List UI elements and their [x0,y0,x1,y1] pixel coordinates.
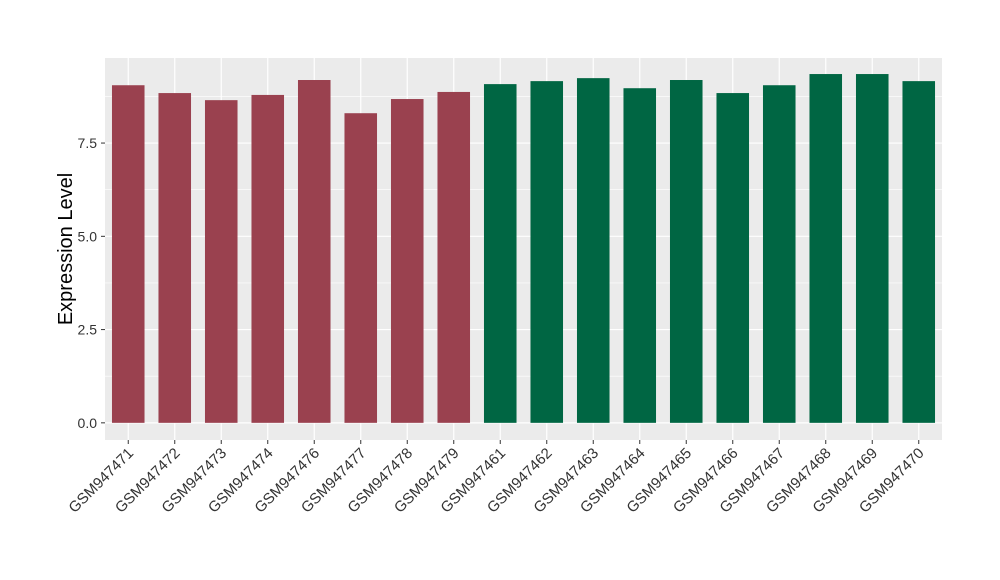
bar [437,91,471,423]
bar [855,74,889,423]
bar [576,78,610,423]
bar [530,81,564,423]
bar [762,85,796,423]
y-tick-label: 5.0 [78,228,98,244]
bar [390,99,424,423]
bar [483,84,517,423]
bar [111,85,145,423]
bar [623,88,657,423]
bar [902,81,936,423]
y-tick-label: 7.5 [78,135,98,151]
y-tick-label: 0.0 [78,415,98,431]
bar [716,93,750,423]
bar [158,93,192,423]
bar [251,94,285,423]
bar [344,113,378,423]
bar [809,74,843,423]
bar [669,80,703,423]
bar [297,80,331,423]
bar [204,100,238,423]
y-axis-title: Expression Level [55,173,77,325]
y-tick-label: 2.5 [78,322,98,338]
